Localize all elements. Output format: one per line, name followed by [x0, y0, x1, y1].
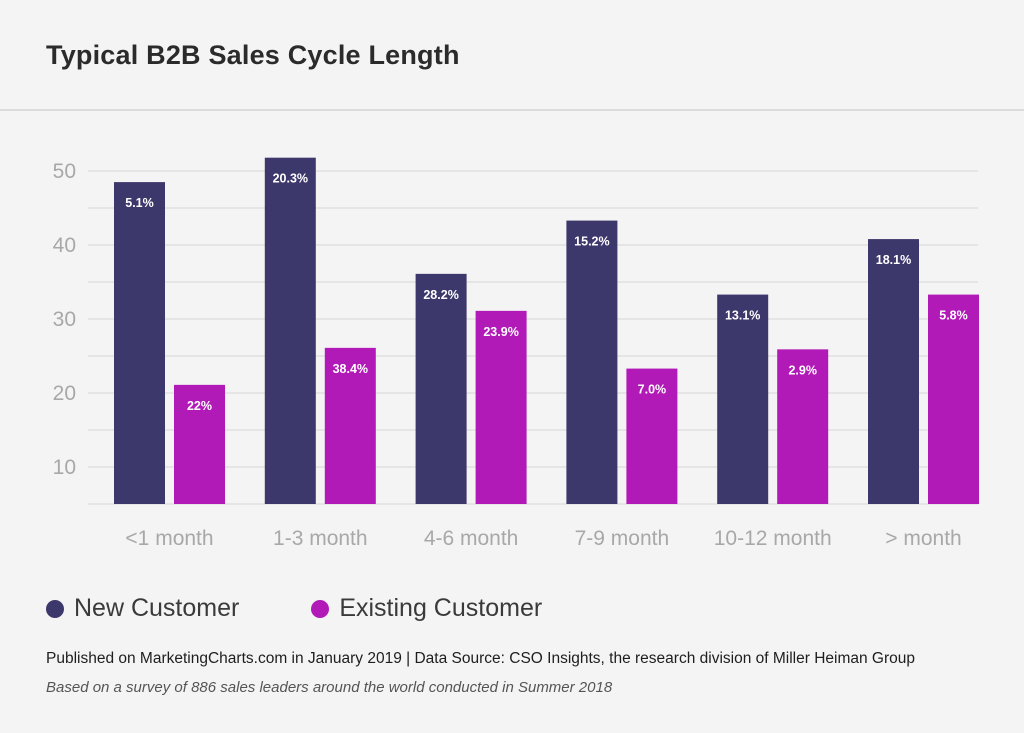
chart-title: Typical B2B Sales Cycle Length [46, 40, 460, 70]
y-axis-ticks: 10 20 30 40 50 [53, 160, 76, 479]
data-label: 18.1% [876, 253, 911, 267]
data-label: 28.2% [423, 288, 458, 302]
bar-new-customer [717, 294, 769, 504]
y-tick-label: 20 [53, 382, 76, 405]
data-labels: 5.1% 22% 20.3% 38.4% 28.2% 23.9% 15.2% 7.0% 13.1… [125, 172, 968, 413]
legend: New Customer Existing Customer [46, 594, 614, 623]
bars [114, 157, 979, 504]
bar-existing-customer [475, 310, 527, 504]
x-tick-label: > month [885, 527, 961, 550]
data-label: 20.3% [273, 172, 308, 186]
title-divider [0, 109, 1024, 111]
data-label: 2.9% [788, 363, 817, 377]
x-tick-label: 7-9 month [575, 527, 670, 550]
bar-existing-customer [928, 294, 979, 504]
x-axis-labels: <1 month 1-3 month 4-6 month 7-9 month 10-12… [125, 527, 961, 550]
data-label: 5.1% [125, 196, 154, 210]
bar-new-customer [114, 182, 165, 504]
data-label: 22% [187, 399, 212, 413]
x-tick-label: <1 month [125, 527, 213, 550]
data-label: 15.2% [574, 235, 609, 249]
data-label: 5.8% [939, 309, 968, 323]
source-text: Published on MarketingCharts.com in Janu… [46, 650, 915, 667]
data-label: 38.4% [333, 362, 368, 376]
x-tick-label: 10-12 month [714, 527, 832, 550]
bar-new-customer [566, 220, 618, 504]
y-tick-label: 10 [53, 456, 76, 479]
bar-new-customer [415, 273, 467, 504]
bar-new-customer [264, 157, 316, 504]
bar-existing-customer [777, 349, 829, 504]
legend-item-existing-customer: Existing Customer [311, 594, 542, 623]
survey-note: Based on a survey of 886 sales leaders a… [46, 679, 613, 696]
data-label: 7.0% [638, 383, 667, 397]
legend-item-new-customer: New Customer [46, 594, 239, 623]
y-tick-label: 30 [53, 308, 76, 331]
bar-new-customer [868, 239, 919, 504]
bar-existing-customer [626, 368, 678, 504]
y-tick-label: 40 [53, 234, 76, 257]
legend-dot-existing-customer [311, 599, 330, 618]
legend-label-new-customer: New Customer [74, 594, 240, 622]
x-tick-label: 4-6 month [424, 527, 519, 550]
bar-chart: 10 20 30 40 50 5.1% 22% 20.3% 38.4% 28.2% 23.9% 15… [53, 157, 979, 550]
bar-existing-customer [324, 347, 376, 504]
data-label: 23.9% [483, 325, 518, 339]
legend-dot-new-customer [46, 599, 64, 618]
legend-label-existing-customer: Existing Customer [339, 594, 543, 622]
grid-lines [88, 170, 978, 505]
data-label: 13.1% [725, 309, 760, 323]
x-tick-label: 1-3 month [273, 527, 368, 550]
bar-existing-customer [174, 384, 225, 504]
y-tick-label: 50 [53, 160, 76, 183]
